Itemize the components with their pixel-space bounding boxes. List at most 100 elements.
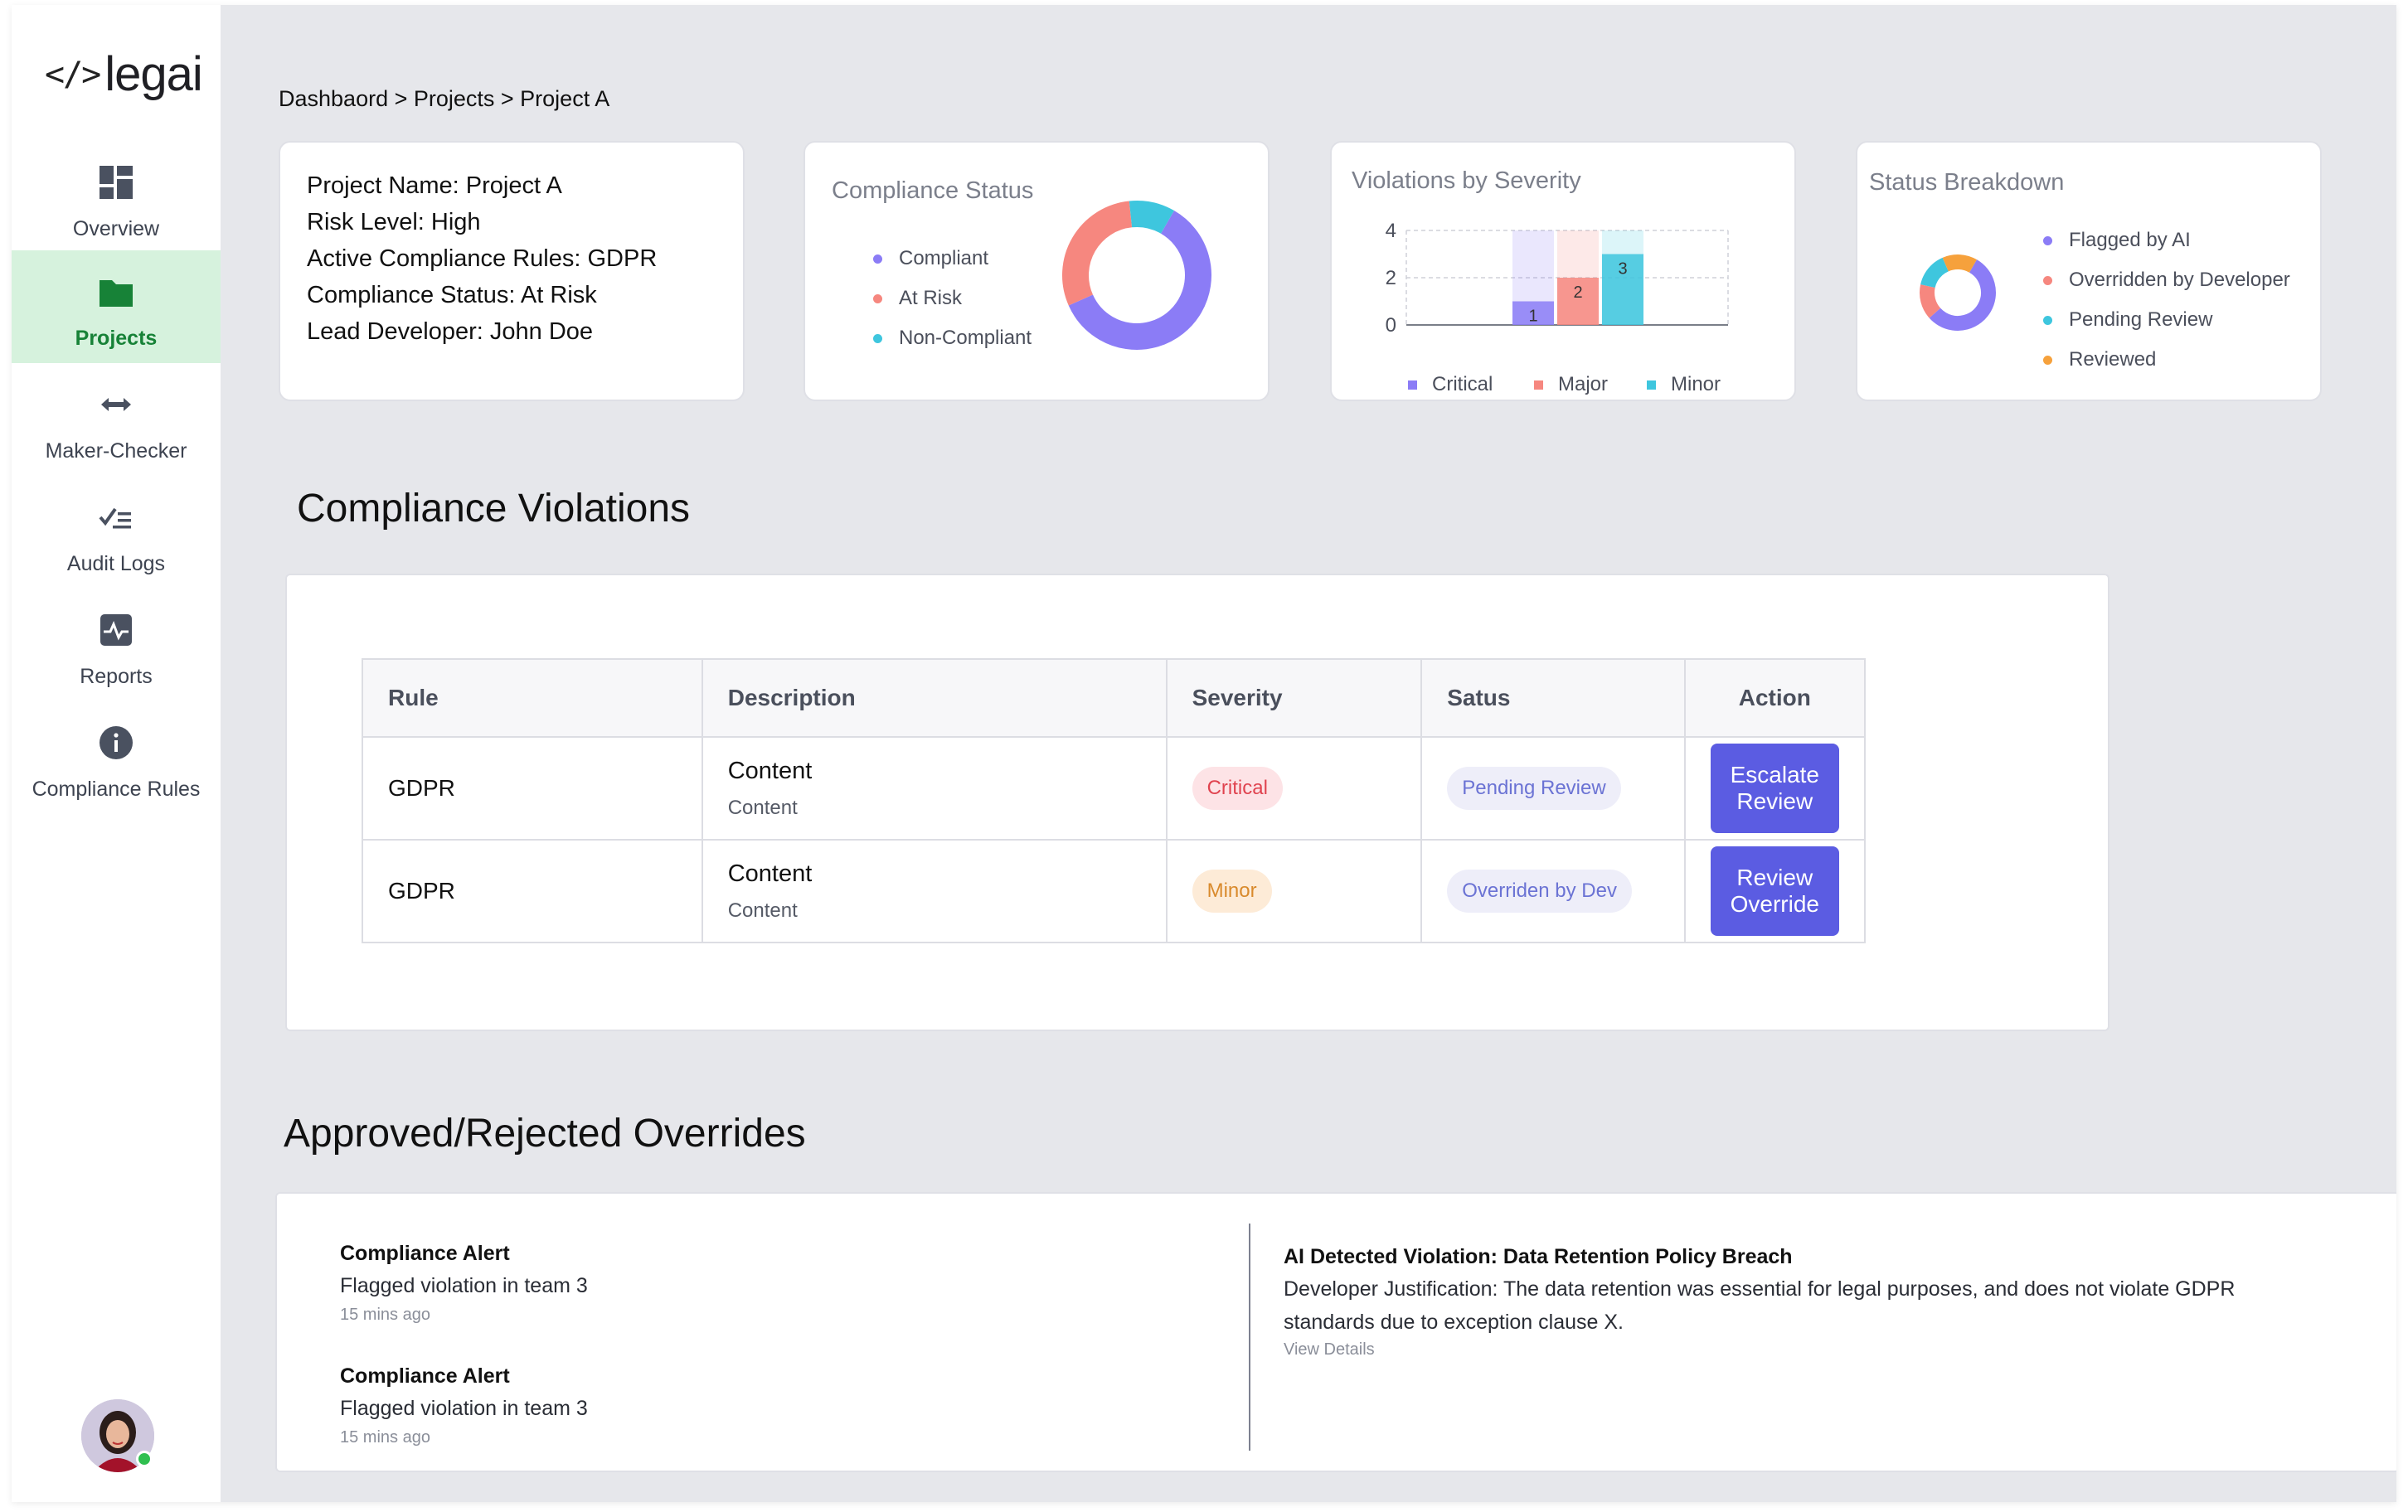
logo-text: legai xyxy=(104,47,203,101)
column-header: Severity xyxy=(1166,659,1423,738)
logo: </> legai xyxy=(45,46,203,102)
legend-label: Non-Compliant xyxy=(899,327,1032,349)
legend-item: Minor xyxy=(1647,373,1721,396)
bar-data-label: 2 xyxy=(1573,284,1582,302)
sidebar-item-label: Compliance Rules xyxy=(32,778,201,801)
description-cell: Content Content xyxy=(702,737,1168,841)
column-header: Rule xyxy=(362,659,703,738)
legend-item: Non-Compliant xyxy=(873,327,1032,350)
legend-item: Reviewed xyxy=(2043,348,2156,371)
compliance-status: Compliance Status: At Risk xyxy=(307,282,597,308)
review-override-button[interactable]: Review Override xyxy=(1710,846,1839,936)
legend-marker xyxy=(873,254,882,264)
legend-label: Critical xyxy=(1432,373,1493,395)
violations-card: Rule Description Severity Satus Action G… xyxy=(285,574,2109,1031)
status-breakdown-card: Status Breakdown Flagged by AI Overridde… xyxy=(1856,141,2322,401)
violations-table: Rule Description Severity Satus Action G… xyxy=(362,658,1866,943)
alert-item[interactable]: Compliance Alert Flagged violation in te… xyxy=(340,1364,837,1447)
project-info-card: Project Name: Project A Risk Level: High… xyxy=(279,141,745,401)
table-header-row: Rule Description Severity Satus Action xyxy=(362,659,1865,738)
sidebar-item-maker-checker[interactable]: Maker-Checker xyxy=(12,363,221,476)
legend-marker xyxy=(873,293,882,303)
sidebar-item-label: Maker-Checker xyxy=(45,439,187,463)
alert-item[interactable]: Compliance Alert Flagged violation in te… xyxy=(340,1242,837,1325)
description-text: Content xyxy=(727,860,813,887)
folder-icon xyxy=(100,280,133,307)
alert-title: Compliance Alert xyxy=(340,1242,510,1265)
donut-slice-at-risk xyxy=(1062,201,1211,350)
sidebar-item-label: Overview xyxy=(72,217,160,240)
project-name: Project Name: Project A xyxy=(307,172,562,199)
sidebar-item-audit-logs[interactable]: Audit Logs xyxy=(12,476,221,589)
column-header: Satus xyxy=(1421,659,1686,738)
status-cell: Pending Review xyxy=(1421,737,1686,841)
description-subtext: Content xyxy=(727,796,798,819)
violations-by-severity-card: Violations by Severity 0 2 4 1 2 3 Critical M… xyxy=(1330,141,1796,401)
y-tick-label: 2 xyxy=(1386,267,1396,289)
legend-label: Pending Review xyxy=(2069,308,2213,331)
action-cell: Review Override xyxy=(1685,840,1865,943)
swap-arrows-icon xyxy=(101,398,131,411)
section-title-violations: Compliance Violations xyxy=(297,487,691,531)
card-title: Compliance Status xyxy=(832,177,1034,204)
alert-time: 15 mins ago xyxy=(340,1306,430,1324)
legend-marker xyxy=(1408,380,1417,390)
sidebar-item-reports[interactable]: Reports xyxy=(12,589,221,701)
legend-marker xyxy=(2043,235,2052,245)
legend-item: Major xyxy=(1534,373,1608,396)
y-tick-label: 4 xyxy=(1386,222,1396,242)
info-icon xyxy=(100,726,133,759)
severity-badge: Minor xyxy=(1192,870,1272,913)
table-row: GDPR Content Content Critical Pending Re… xyxy=(362,737,1865,841)
description-cell: Content Content xyxy=(702,840,1168,943)
dashboard-icon xyxy=(100,166,133,199)
escalate-review-button[interactable]: Escalate Review xyxy=(1710,744,1839,833)
card-title: Status Breakdown xyxy=(1869,169,2065,196)
status-badge: Pending Review xyxy=(1447,767,1621,810)
legend-marker xyxy=(1534,380,1543,390)
severity-bar-chart: 0 2 4 1 2 3 xyxy=(1386,222,1729,337)
sidebar: </> legai Overview Projects Maker-Checke… xyxy=(12,5,221,1502)
sidebar-item-projects[interactable]: Projects xyxy=(12,250,221,363)
description-text: Content xyxy=(727,757,813,784)
legend-label: Reviewed xyxy=(2069,348,2157,371)
donut-slice-reviewed xyxy=(1920,254,1996,331)
risk-level: Risk Level: High xyxy=(307,209,481,235)
sidebar-item-compliance-rules[interactable]: Compliance Rules xyxy=(12,701,221,814)
sidebar-item-label: Audit Logs xyxy=(66,552,166,575)
section-title-overrides: Approved/Rejected Overrides xyxy=(284,1112,806,1156)
legend-item: Critical xyxy=(1408,373,1493,396)
bar-data-label: 3 xyxy=(1618,260,1627,279)
logo-mark: </> xyxy=(45,55,101,94)
severity-cell: Minor xyxy=(1166,840,1423,943)
sidebar-item-overview[interactable]: Overview xyxy=(12,141,221,254)
sidebar-item-label: Reports xyxy=(80,665,153,688)
bar-data-label: 1 xyxy=(1528,308,1537,326)
legend-item: Overridden by Developer xyxy=(2043,269,2290,292)
active-rules: Active Compliance Rules: GDPR xyxy=(307,245,658,272)
avatar[interactable] xyxy=(81,1399,154,1472)
status-badge: Overriden by Dev xyxy=(1447,870,1632,913)
alert-title: Compliance Alert xyxy=(340,1364,510,1388)
alert-time: 15 mins ago xyxy=(340,1428,430,1447)
compliance-donut-chart xyxy=(1062,201,1211,350)
activity-chart-icon xyxy=(100,614,132,646)
divider xyxy=(1249,1224,1250,1451)
legend-marker xyxy=(2043,275,2052,285)
y-tick-label: 0 xyxy=(1386,314,1396,337)
donut-slice-non-compliant xyxy=(1062,201,1211,350)
table-row: GDPR Content Content Minor Overriden by … xyxy=(362,840,1865,943)
card-title: Violations by Severity xyxy=(1352,167,1581,194)
rule-cell: GDPR xyxy=(362,737,703,841)
view-details-link[interactable]: View Details xyxy=(1284,1340,1375,1359)
legend-marker xyxy=(2043,315,2052,325)
column-header: Description xyxy=(702,659,1168,738)
compliance-status-card: Compliance Status Compliant At Risk Non-… xyxy=(803,141,1270,401)
breadcrumb: Dashbaord > Projects > Project A xyxy=(279,86,610,111)
legend-label: Major xyxy=(1558,373,1609,395)
legend-item: Flagged by AI xyxy=(2043,229,2191,252)
online-status-indicator xyxy=(136,1451,153,1467)
bar-critical xyxy=(1512,301,1554,325)
severity-cell: Critical xyxy=(1166,737,1423,841)
override-detail-text: Developer Justification: The data retent… xyxy=(1284,1277,2236,1334)
